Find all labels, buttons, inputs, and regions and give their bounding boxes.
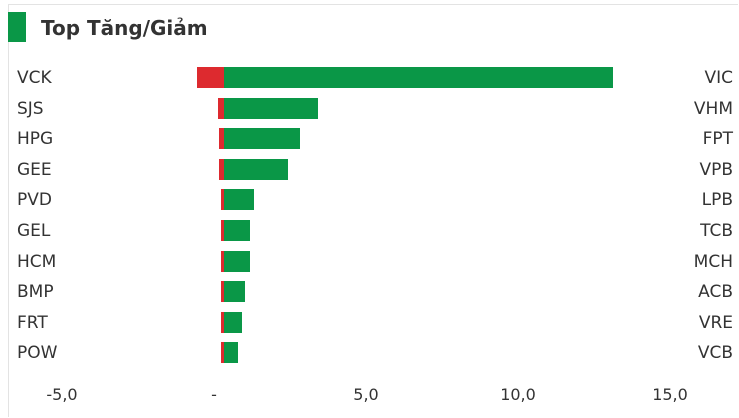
gainer-label: FPT <box>702 129 733 150</box>
decline-bar <box>220 220 224 241</box>
gainer-label: ACB <box>698 282 733 303</box>
title-accent-bar <box>8 12 26 42</box>
gainer-label: TCB <box>700 221 733 241</box>
decline-bar <box>219 158 224 180</box>
decliner-label: SJS <box>17 98 44 119</box>
decliner-label: VCK <box>17 68 52 88</box>
decline-bar <box>220 342 224 364</box>
decliner-label: FRT <box>17 312 48 333</box>
decline-bar <box>220 250 224 272</box>
gain-bar <box>224 250 250 272</box>
gain-bar <box>224 342 238 364</box>
gainer-label: MCH <box>693 251 733 272</box>
gain-bar <box>224 158 288 180</box>
gain-bar <box>224 281 246 303</box>
decline-bar <box>220 189 224 211</box>
x-tick-label: 5,0 <box>353 385 379 404</box>
decliner-label: GEE <box>17 159 52 180</box>
decliner-label: HCM <box>17 251 57 272</box>
decliner-label: POW <box>17 343 58 364</box>
decliner-label: BMP <box>17 282 54 303</box>
gain-bar <box>224 67 614 88</box>
gainer-label: VCB <box>697 343 733 364</box>
decline-bar <box>219 128 224 150</box>
decline-bar <box>217 97 224 119</box>
decliner-label: PVD <box>17 190 52 211</box>
decline-bar <box>220 281 224 303</box>
decline-bar <box>196 67 224 88</box>
decliner-label: GEL <box>17 221 51 241</box>
gain-bar <box>224 189 255 211</box>
gain-bar <box>224 311 243 333</box>
gainer-label: LPB <box>701 190 733 211</box>
decline-bar <box>220 311 224 333</box>
gainer-label: VRE <box>698 312 733 333</box>
x-tick-label: - <box>211 385 217 404</box>
gain-bar <box>224 220 250 241</box>
gain-bar <box>224 128 300 150</box>
x-tick-label: -5,0 <box>46 385 78 404</box>
x-tick-label: 15,0 <box>652 385 688 404</box>
chart-frame <box>8 4 738 417</box>
gainer-label: VIC <box>704 68 733 88</box>
decliner-label: HPG <box>17 129 54 150</box>
chart-title: Top Tăng/Giảm <box>41 16 208 40</box>
gainer-label: VHM <box>693 98 733 119</box>
x-tick-label: 10,0 <box>500 385 536 404</box>
gain-bar <box>224 97 319 119</box>
gainer-label: VPB <box>699 159 733 180</box>
